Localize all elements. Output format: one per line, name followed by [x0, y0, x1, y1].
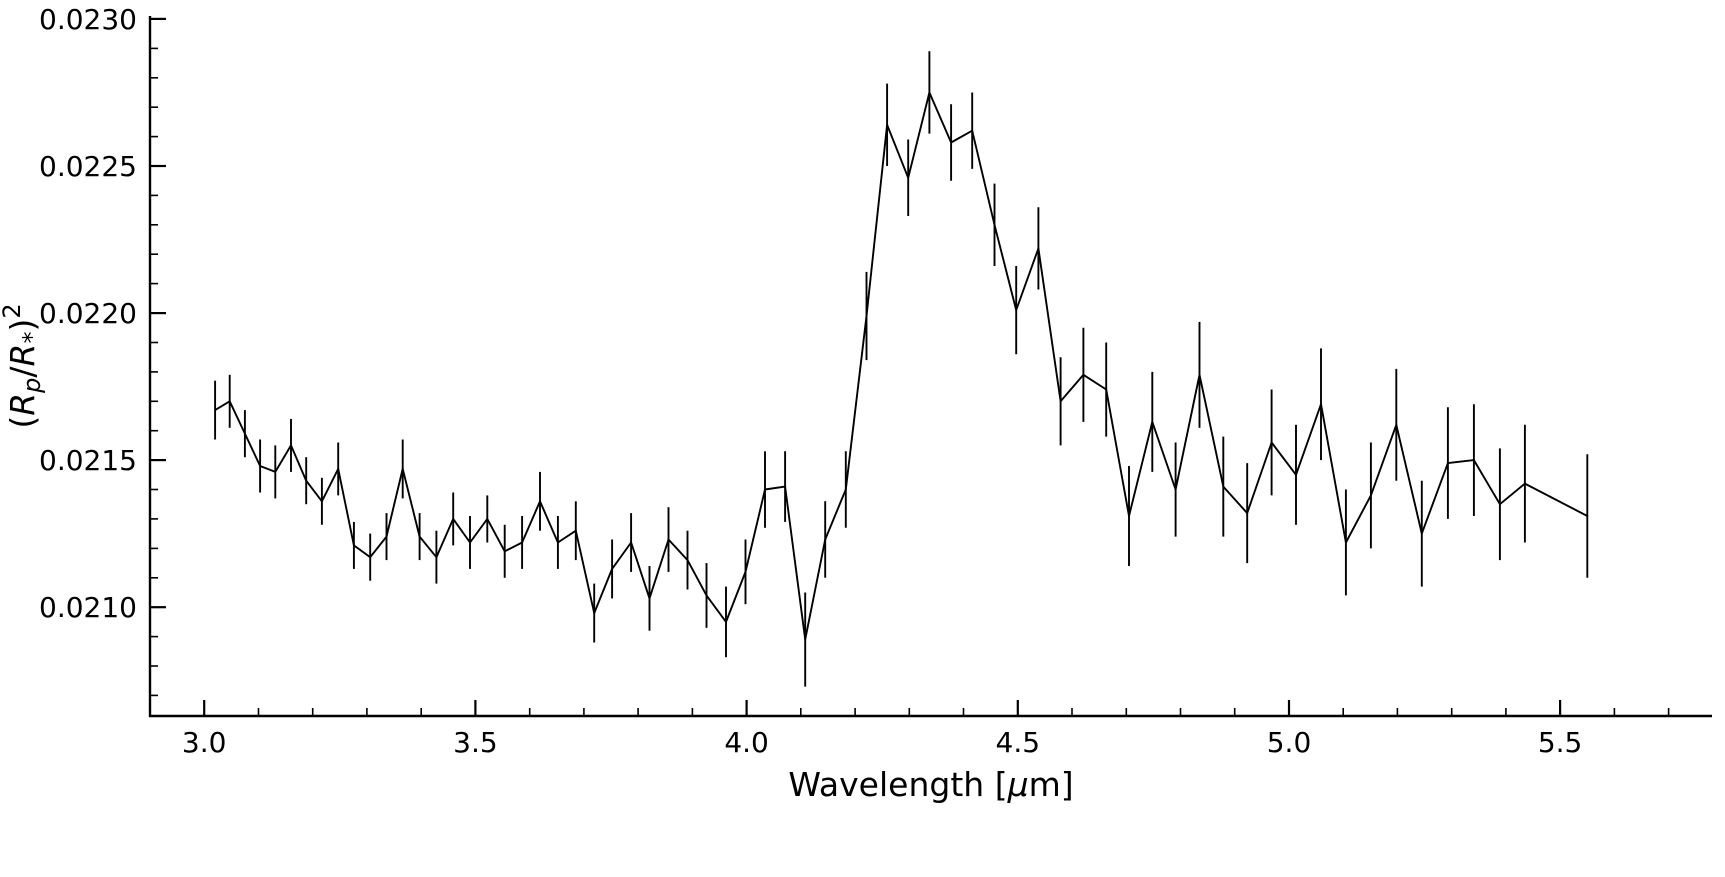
x-tick-label: 5.0	[1267, 726, 1312, 759]
y-axis-label: (Rp/R*)2	[0, 303, 46, 428]
x-tick-label: 4.0	[724, 726, 769, 759]
axis-ticks	[149, 17, 1670, 716]
tick-labels: 3.0 3.5 4.0 4.5 5.0 5.5 0.0210 0.0215 0.0220 0.02…	[39, 3, 1582, 759]
y-tick-label: 0.0210	[39, 591, 137, 624]
x-tick-label: 5.5	[1538, 726, 1583, 759]
axis-spines	[148, 16, 1712, 718]
y-tick-label: 0.0220	[39, 297, 137, 330]
x-tick-label: 3.0	[182, 726, 227, 759]
x-axis-label: Wavelength [μm]	[788, 765, 1073, 804]
y-tick-label: 0.0230	[39, 3, 137, 36]
y-tick-label: 0.0225	[39, 150, 137, 183]
y-tick-label: 0.0215	[39, 444, 137, 477]
x-tick-label: 4.5	[996, 726, 1041, 759]
x-tick-label: 3.5	[453, 726, 498, 759]
spectrum-line	[214, 91, 1588, 641]
